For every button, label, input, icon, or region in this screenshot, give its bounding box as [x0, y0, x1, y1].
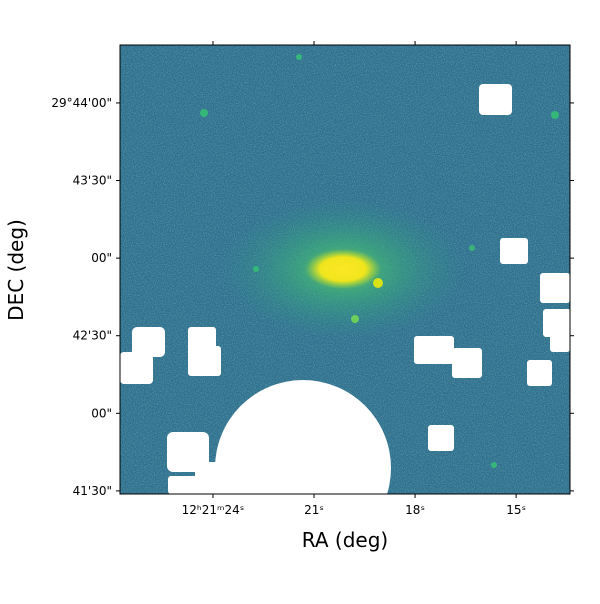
y-tick-label: 42'30" [73, 329, 112, 343]
y-tick-label: 00" [91, 406, 112, 420]
x-tick-label: 15ˢ [506, 503, 526, 517]
x-tick-label: 21ˢ [304, 503, 324, 517]
x-tick-label: 12ʰ21ᵐ24ˢ [182, 503, 245, 517]
x-tick-label: 18ˢ [405, 503, 425, 517]
image [120, 45, 570, 494]
x-axis-label: RA (deg) [302, 528, 388, 552]
y-tick-label: 43'30" [73, 174, 112, 188]
y-tick-label: 41'30" [73, 484, 112, 498]
plot-frame [119, 44, 571, 495]
y-tick-label: 29°44'00" [51, 96, 112, 110]
y-axis-label: DEC (deg) [4, 219, 28, 321]
y-tick-label: 00" [91, 251, 112, 265]
